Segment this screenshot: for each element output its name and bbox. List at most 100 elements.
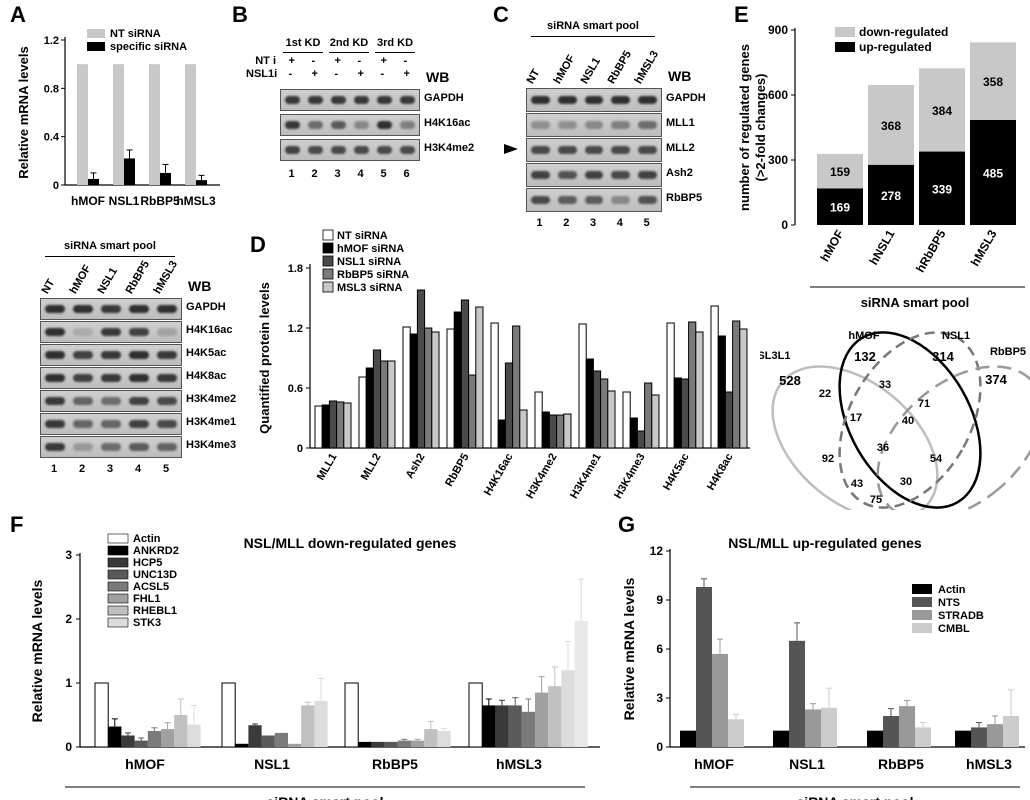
blot-band bbox=[584, 196, 604, 204]
y-tick-label: 0 bbox=[656, 740, 663, 754]
legend-swatch bbox=[835, 27, 855, 37]
lane-number: 4 bbox=[135, 463, 142, 475]
bar bbox=[235, 743, 249, 747]
chart-title: NSL/MLL down-regulated genes bbox=[244, 535, 457, 551]
blot-band bbox=[101, 374, 121, 382]
blot-band bbox=[101, 305, 121, 313]
x-axis-label: siRNA smart pool bbox=[797, 794, 914, 800]
bar bbox=[460, 299, 470, 449]
blot-strip bbox=[280, 114, 420, 136]
bar bbox=[607, 390, 616, 449]
legend-label: specific siRNA bbox=[110, 41, 187, 53]
y-tick-label: 0 bbox=[53, 180, 59, 192]
bar bbox=[600, 378, 609, 449]
x-tick-label: H4K5ac bbox=[661, 452, 692, 493]
legend-label: NT siRNA bbox=[337, 230, 388, 242]
y-tick-label: 0.4 bbox=[44, 132, 60, 144]
bar bbox=[314, 700, 328, 747]
blot-band bbox=[129, 305, 149, 313]
blot-band bbox=[377, 96, 392, 104]
x-tick-label: hMSL3 bbox=[496, 756, 542, 772]
legend-swatch bbox=[107, 581, 129, 592]
y-tick-label: 600 bbox=[768, 88, 788, 102]
blot-band bbox=[354, 146, 369, 154]
bar bbox=[108, 726, 122, 747]
legend-swatch bbox=[107, 617, 129, 628]
bar bbox=[77, 64, 88, 185]
blot-band bbox=[308, 146, 323, 154]
blot-band bbox=[73, 443, 93, 451]
x-axis-label: siRNA smart pool bbox=[861, 295, 970, 310]
bar bbox=[521, 711, 535, 747]
blot-strip bbox=[526, 138, 662, 162]
lane-label: RbBP5 bbox=[123, 258, 153, 296]
y-axis-label: Quantified protein levels bbox=[257, 282, 272, 434]
band-label: H4K5ac bbox=[186, 347, 227, 359]
x-tick-label: H3K4me1 bbox=[568, 452, 603, 501]
band-label: H4K16ac bbox=[186, 324, 233, 336]
bar bbox=[773, 730, 789, 747]
bar bbox=[365, 367, 374, 449]
blot-band bbox=[400, 121, 415, 129]
bar bbox=[358, 741, 372, 747]
sign: - bbox=[403, 55, 408, 67]
blot-strip bbox=[40, 298, 182, 320]
bar bbox=[868, 85, 914, 165]
band-label: Ash2 bbox=[666, 167, 693, 179]
lane-number: 1 bbox=[288, 168, 295, 180]
legend-label: NSL1 siRNA bbox=[337, 256, 401, 268]
bar bbox=[789, 640, 805, 747]
blot-band bbox=[638, 121, 657, 129]
bar bbox=[629, 417, 638, 449]
band-label: GAPDH bbox=[666, 92, 706, 104]
bar bbox=[636, 430, 646, 449]
bar bbox=[147, 731, 161, 747]
sign: + bbox=[288, 55, 295, 67]
x-tick-label: hMOF bbox=[817, 228, 846, 264]
legend-label: CMBL bbox=[938, 623, 970, 635]
venn-set-label: RbBP5 bbox=[990, 346, 1026, 358]
bar bbox=[534, 391, 543, 449]
x-tick-label: RbBP5 bbox=[878, 756, 924, 772]
header-rule bbox=[45, 256, 175, 257]
x-tick-label: H3K4me3 bbox=[612, 452, 647, 501]
legend-swatch bbox=[322, 255, 334, 267]
bar bbox=[548, 414, 558, 449]
bar bbox=[343, 402, 352, 449]
blot-band bbox=[531, 121, 550, 129]
y-tick-label: 1.2 bbox=[288, 323, 303, 335]
legend-swatch bbox=[322, 281, 334, 293]
bar bbox=[971, 727, 987, 747]
bar bbox=[371, 741, 385, 747]
sign: - bbox=[288, 68, 293, 80]
legend-label: ANKRD2 bbox=[133, 545, 179, 557]
sign: + bbox=[403, 68, 410, 80]
x-tick-label: NSL1 bbox=[109, 194, 140, 205]
blot-band bbox=[308, 121, 323, 129]
lane-number: 5 bbox=[163, 463, 170, 475]
blot-band bbox=[584, 171, 604, 179]
sign: - bbox=[380, 68, 385, 80]
blot-strip bbox=[280, 139, 420, 161]
chart-title: NSL/MLL up-regulated genes bbox=[728, 535, 922, 551]
legend-swatch bbox=[912, 610, 932, 620]
blot-band bbox=[638, 171, 657, 179]
y-tick-label: 300 bbox=[768, 153, 788, 167]
bar bbox=[592, 370, 602, 449]
x-tick-label: RbBP5 bbox=[140, 194, 180, 205]
bar bbox=[288, 743, 302, 747]
venn-region-count: 22 bbox=[819, 388, 831, 400]
blot-band bbox=[611, 146, 631, 154]
bar bbox=[358, 376, 367, 449]
bar bbox=[121, 735, 135, 747]
bar bbox=[970, 42, 1016, 120]
blot-band bbox=[157, 374, 177, 382]
kd-rule bbox=[283, 52, 323, 53]
blot-band bbox=[285, 96, 300, 104]
blot-strip bbox=[40, 321, 182, 343]
blot-band bbox=[101, 351, 121, 359]
wb-label: WB bbox=[668, 68, 692, 84]
data-label: 339 bbox=[932, 182, 952, 196]
blot-band bbox=[129, 443, 149, 451]
blot-strip bbox=[526, 188, 662, 212]
